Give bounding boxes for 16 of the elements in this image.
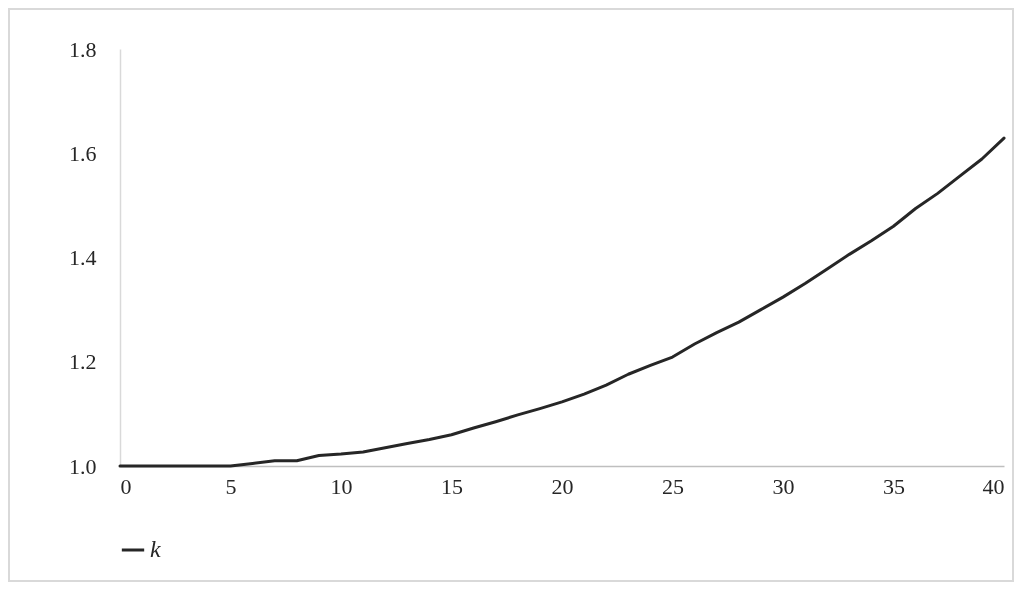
x-tick-label: 20 [551, 473, 574, 499]
x-tick-label: 0 [120, 473, 132, 499]
x-tick-label: 10 [330, 473, 353, 499]
y-tick-label: 1.6 [69, 140, 97, 166]
y-tick-label: 1.0 [69, 453, 97, 479]
line-series [118, 136, 1006, 468]
y-tick-label: 1.4 [69, 245, 97, 270]
y-tick-label: 1.8 [69, 36, 97, 62]
x-tick-label: 5 [225, 473, 237, 499]
x-tick-label: 40 [982, 473, 1005, 499]
legend-label: k [150, 536, 161, 562]
x-tick-label: 25 [662, 473, 684, 499]
x-tick-label: 15 [441, 473, 463, 499]
x-tick-label: 30 [772, 473, 795, 499]
y-tick-label: 1.2 [69, 349, 97, 375]
x-tick-label: 35 [883, 473, 905, 499]
